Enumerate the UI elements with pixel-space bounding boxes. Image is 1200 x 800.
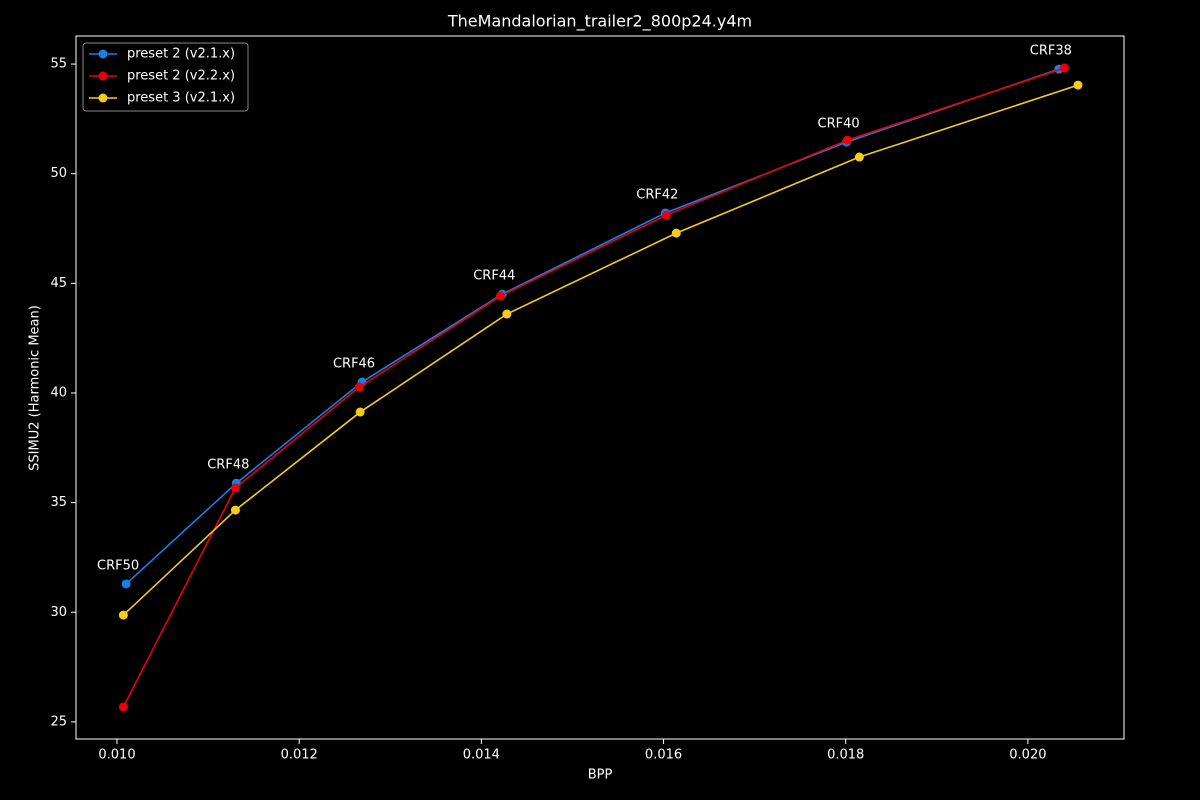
data-point [843, 135, 853, 145]
data-point [502, 309, 512, 319]
data-point [355, 407, 365, 417]
data-point [121, 579, 131, 589]
data-point [1059, 63, 1069, 73]
y-tick-label: 50 [50, 166, 67, 181]
y-tick-label: 55 [50, 57, 67, 72]
data-point [354, 382, 364, 392]
plot-frame [75, 35, 1125, 740]
data-point [118, 702, 128, 712]
data-point [661, 210, 671, 220]
annotation: CRF42 [636, 187, 678, 202]
legend-box [82, 42, 249, 112]
y-tick-label: 25 [50, 714, 67, 729]
x-tick-label: 0.020 [1009, 748, 1046, 763]
data-point [854, 152, 864, 162]
annotation: CRF48 [207, 458, 249, 473]
legend-marker [98, 49, 108, 59]
x-tick-label: 0.014 [463, 748, 500, 763]
legend-label: preset 2 (v2.2.x) [127, 69, 235, 84]
legend-marker [98, 71, 108, 81]
annotation: CRF46 [333, 357, 375, 372]
data-point [1073, 80, 1083, 90]
annotation: CRF50 [97, 558, 139, 573]
legend-label: preset 3 (v2.1.x) [127, 91, 235, 106]
legend-label: preset 2 (v2.1.x) [127, 47, 235, 62]
x-tick-label: 0.016 [645, 748, 682, 763]
y-tick-label: 30 [50, 605, 67, 620]
data-point [671, 228, 681, 238]
legend-marker [98, 93, 108, 103]
data-point [230, 483, 240, 493]
y-tick-label: 35 [50, 495, 67, 510]
chart-title: TheMandalorian_trailer2_800p24.y4m [447, 12, 752, 32]
annotation: CRF38 [1030, 44, 1072, 59]
x-tick-label: 0.010 [98, 748, 135, 763]
x-tick-label: 0.018 [827, 748, 864, 763]
data-point [495, 291, 505, 301]
y-tick-label: 45 [50, 276, 67, 291]
x-tick-label: 0.012 [281, 748, 318, 763]
annotation: CRF44 [473, 269, 515, 284]
y-tick-label: 40 [50, 385, 67, 400]
y-axis-label: SSIMU2 (Harmonic Mean) [28, 305, 43, 471]
data-point [118, 610, 128, 620]
x-axis-label: BPP [588, 768, 613, 783]
annotation: CRF40 [818, 117, 860, 132]
data-point [230, 505, 240, 515]
